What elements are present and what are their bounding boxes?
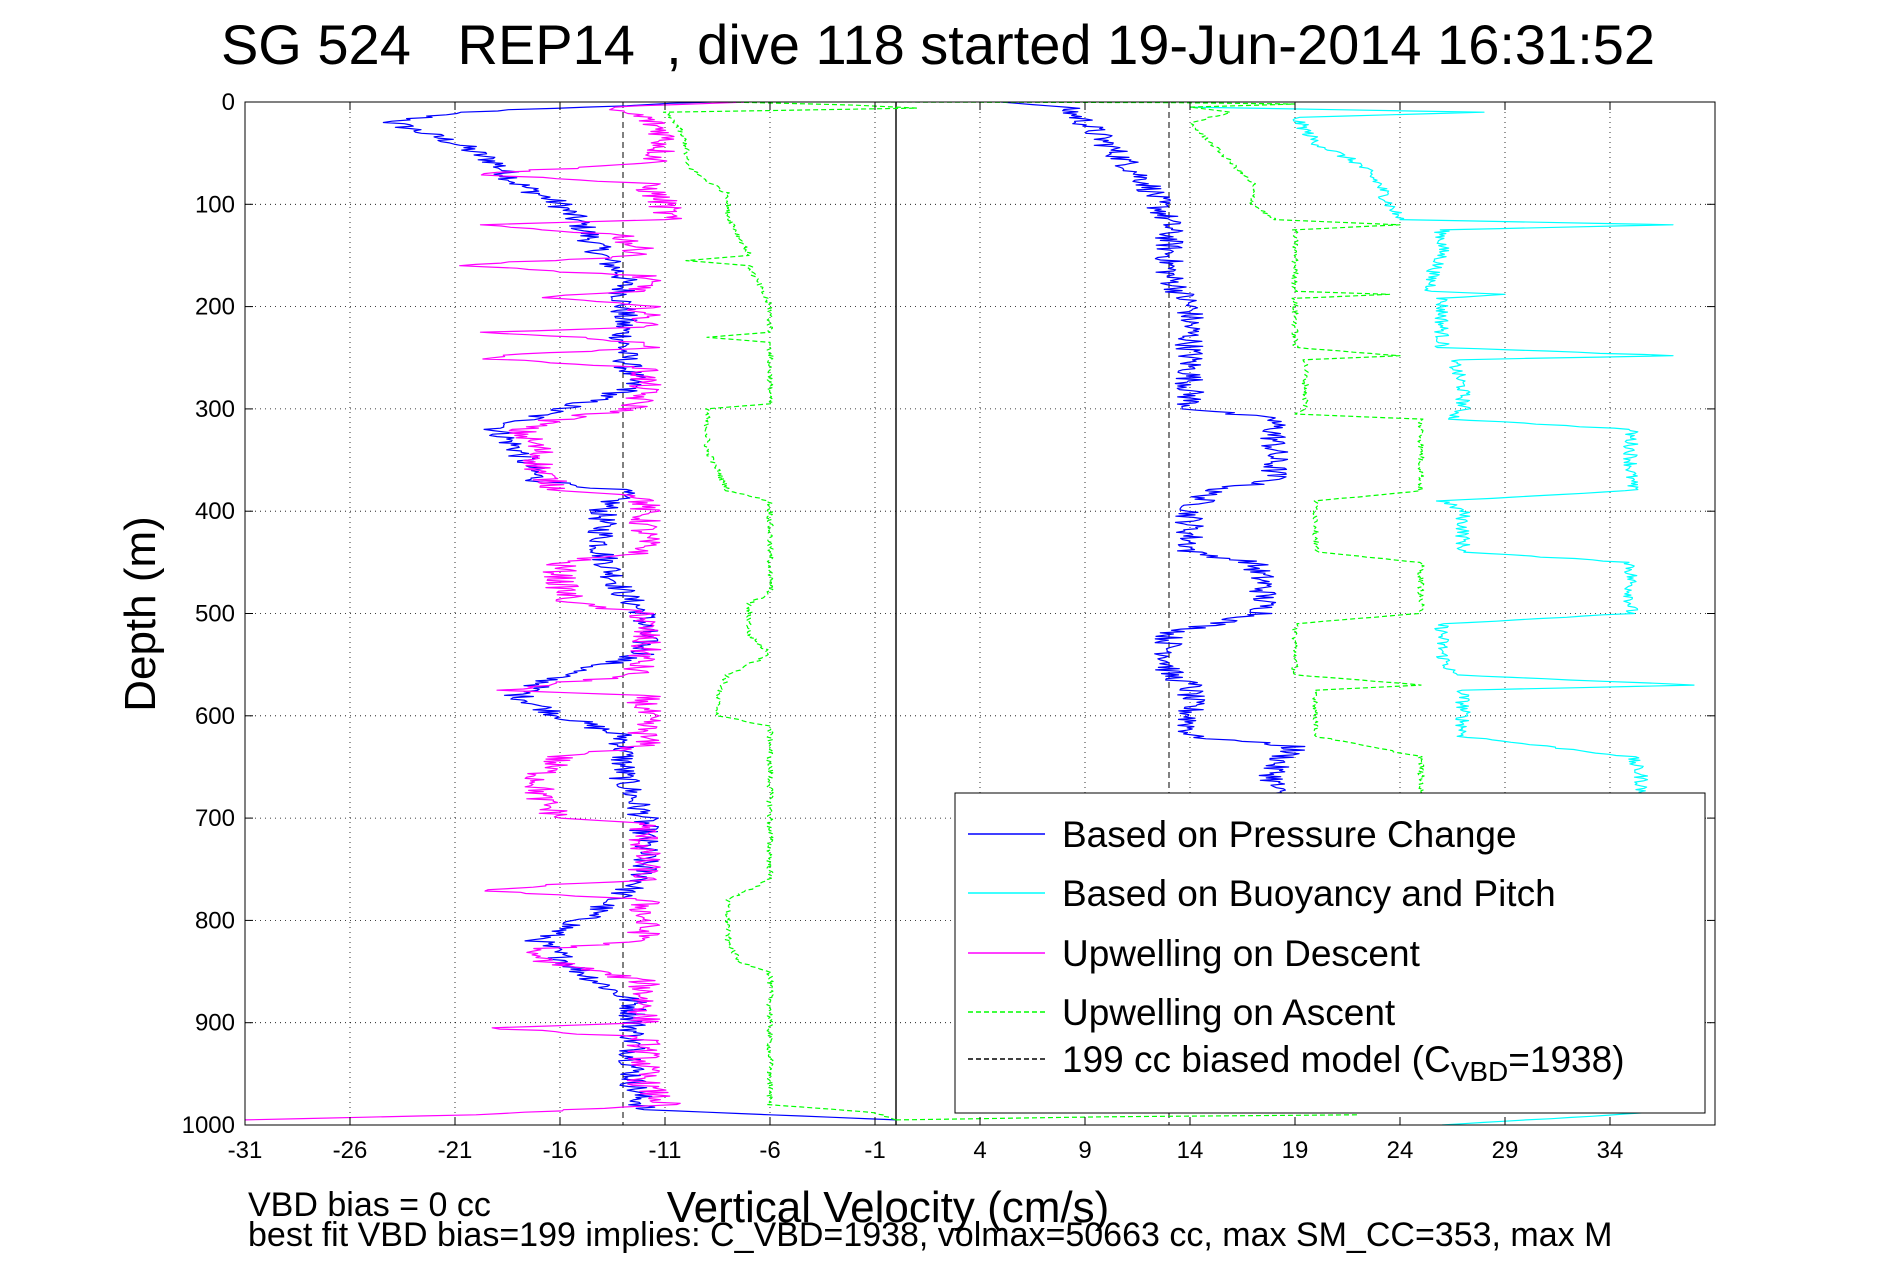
x-tick-label: 34	[1597, 1137, 1624, 1164]
legend-label: Upwelling on Ascent	[1062, 992, 1396, 1033]
x-tick-label: 4	[973, 1137, 986, 1164]
y-tick-label: 0	[222, 89, 235, 116]
legend-box	[954, 792, 1706, 1114]
x-tick-label: -31	[228, 1137, 263, 1164]
x-tick-label: 19	[1282, 1137, 1309, 1164]
x-tick-label: -21	[438, 1137, 473, 1164]
series-line-6	[874, 102, 1425, 819]
series-line-5	[662, 102, 918, 1121]
series-line-0	[382, 102, 897, 1121]
legend: Based on Pressure Change Based on Buoyanc…	[954, 792, 1706, 1114]
footnote-1: VBD bias = 0 cc	[248, 1186, 491, 1224]
legend-label: 199 cc biased model (CVBD=1938)	[1062, 1039, 1625, 1087]
series-line-7	[895, 1114, 1359, 1121]
footnote-2: best fit VBD bias=199 implies: C_VBD=193…	[248, 1216, 1612, 1254]
x-tick-label: -6	[759, 1137, 780, 1164]
y-tick-label: 100	[195, 191, 235, 218]
series-line-4	[245, 102, 750, 1121]
x-tick-label: -1	[864, 1137, 885, 1164]
y-tick-label: 600	[195, 703, 235, 730]
y-tick-label: 500	[195, 601, 235, 628]
series-group	[245, 102, 1695, 1125]
x-tick-label: -11	[649, 1137, 682, 1164]
y-tick-label: 400	[195, 498, 235, 525]
y-tick-label: 1000	[182, 1112, 235, 1139]
y-tick-label: 300	[195, 396, 235, 423]
x-axis-ticks: -31 -26 -21 -16 -11 -6 -1 4 9 14 19 24 29 34	[228, 102, 1624, 1164]
y-tick-label: 200	[195, 294, 235, 321]
x-tick-label: 29	[1492, 1137, 1519, 1164]
x-tick-label: 14	[1177, 1137, 1204, 1164]
x-tick-label: 9	[1078, 1137, 1091, 1164]
legend-label: Based on Buoyancy and Pitch	[1062, 873, 1556, 914]
x-tick-label: -26	[333, 1137, 368, 1164]
x-tick-label: -16	[543, 1137, 578, 1164]
y-tick-label: 800	[195, 907, 235, 934]
legend-label: Based on Pressure Change	[1062, 814, 1517, 855]
y-axis-label: Depth (m)	[116, 516, 165, 712]
series-line-2	[1189, 106, 1695, 819]
x-axis-label: Vertical Velocity (cm/s)	[667, 1183, 1110, 1232]
y-tick-label: 900	[195, 1010, 235, 1037]
legend-label: Upwelling on Descent	[1062, 933, 1421, 974]
y-axis-ticks: 0 100 200 300 400 500 600 700 800 900 1000	[182, 89, 1715, 1139]
y-tick-label: 700	[195, 805, 235, 832]
x-tick-label: 24	[1387, 1137, 1414, 1164]
series-line-1	[1000, 102, 1306, 819]
chart-title: SG 524 REP14 , dive 118 started 19-Jun-2…	[221, 13, 1655, 76]
